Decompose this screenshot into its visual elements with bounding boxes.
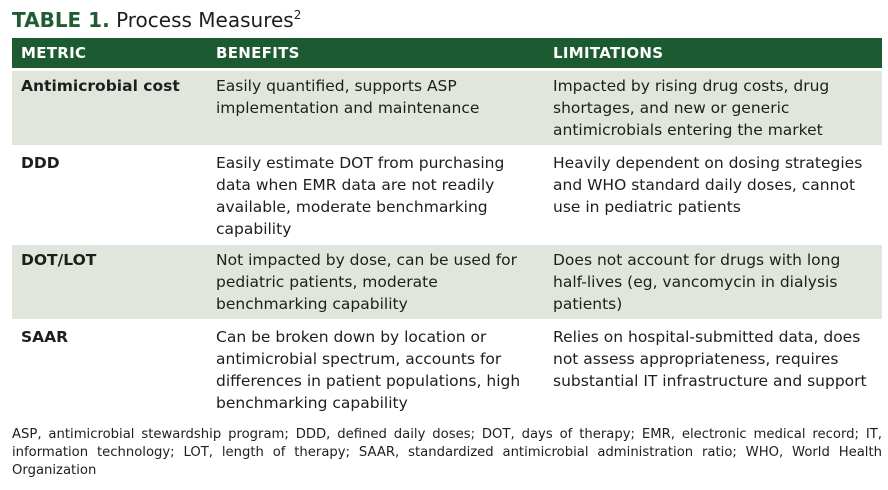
metric-cell: Antimicrobial cost: [12, 68, 207, 147]
reference-superscript: 2: [293, 8, 302, 22]
header-limitations: LIMITATIONS: [544, 38, 882, 70]
metric-cell: DDD: [12, 145, 207, 244]
table-row: Antimicrobial cost Easily quantified, su…: [12, 68, 882, 147]
limitations-cell: Relies on hospital-submitted data, does …: [544, 319, 882, 416]
limitations-cell: Does not account for drugs with long hal…: [544, 242, 882, 321]
benefits-cell: Can be broken down by location or antimi…: [207, 319, 544, 416]
benefits-cell: Easily quantified, supports ASP implemen…: [207, 68, 544, 147]
metric-cell: DOT/LOT: [12, 242, 207, 321]
benefits-cell: Easily estimate DOT from purchasing data…: [207, 145, 544, 244]
table-row: DDD Easily estimate DOT from purchasing …: [12, 145, 882, 244]
table-row: DOT/LOT Not impacted by dose, can be use…: [12, 242, 882, 321]
process-measures-table: METRIC BENEFITS LIMITATIONS Antimicrobia…: [12, 38, 882, 416]
metric-cell: SAAR: [12, 319, 207, 416]
table-row: SAAR Can be broken down by location or a…: [12, 319, 882, 416]
limitations-cell: Heavily dependent on dosing strategies a…: [544, 145, 882, 244]
header-metric: METRIC: [12, 38, 207, 70]
table-number: TABLE 1.: [12, 8, 110, 32]
table-title: Process Measures: [116, 8, 294, 32]
table-header-row: METRIC BENEFITS LIMITATIONS: [12, 38, 882, 70]
header-benefits: BENEFITS: [207, 38, 544, 70]
benefits-cell: Not impacted by dose, can be used for pe…: [207, 242, 544, 321]
limitations-cell: Impacted by rising drug costs, drug shor…: [544, 68, 882, 147]
table-footnote: ASP, antimicrobial stewardship program; …: [12, 427, 882, 478]
table-caption: TABLE 1. Process Measures2: [12, 6, 301, 34]
